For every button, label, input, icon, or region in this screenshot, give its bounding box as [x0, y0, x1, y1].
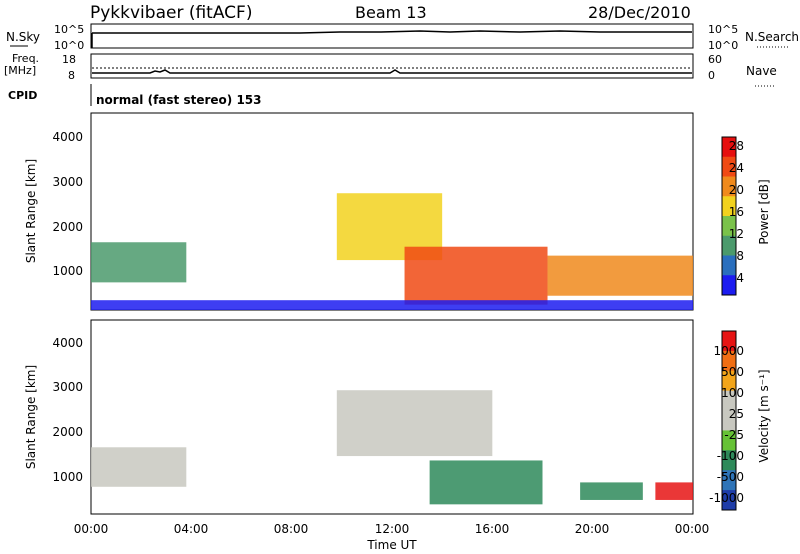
vel-cbar-tick-m100: -100: [717, 449, 744, 463]
power-cbar-seg-7: [722, 275, 736, 296]
power-cbar-tick-4: 4: [736, 271, 744, 285]
xtick-4: 16:00: [475, 522, 510, 536]
power-cbar-tick-24: 24: [729, 161, 744, 175]
power-ytick-1000: 1000: [52, 264, 83, 278]
vel-ylabel: Slant Range [km]: [24, 365, 38, 469]
nsky-tick-top: 10^5: [54, 23, 84, 36]
power-cbar-seg-1: [722, 156, 736, 177]
velocity-cbar-seg-4: [722, 410, 736, 431]
nave-tick-top: 60: [708, 53, 722, 66]
nsky-label: N.Sky: [6, 30, 40, 44]
velocity-region-1: [336, 390, 493, 457]
velocity-region-4: [655, 482, 693, 500]
cpid-label: CPID: [8, 89, 37, 102]
power-ytick-2000: 2000: [52, 220, 83, 234]
velocity-cbar-seg-0: [722, 331, 736, 352]
vel-ytick-4000: 4000: [52, 336, 83, 350]
velocity-data-layer: [91, 390, 693, 505]
power-cbar-tick-8: 8: [736, 249, 744, 263]
velocity-region-2: [429, 460, 543, 505]
vel-cbar-tick-100: 100: [721, 386, 744, 400]
cpid-value: normal (fast stereo) 153: [96, 93, 262, 107]
power-ylabel: Slant Range [km]: [24, 159, 38, 263]
nsky-panel: [90, 23, 694, 49]
vel-ytick-3000: 3000: [52, 380, 83, 394]
freq-trace: [92, 69, 692, 74]
power-cbar-frame: [721, 136, 737, 296]
nsearch-label: N.Search: [745, 30, 799, 44]
velocity-colorbar: [721, 330, 737, 511]
power-cbar-seg-6: [722, 255, 736, 276]
xtick-3: 12:00: [375, 522, 410, 536]
power-region-0: [91, 242, 187, 283]
nsky-tick-bottom: 10^0: [54, 39, 84, 52]
velocity-yaxis: 4000 3000 2000 1000: [52, 336, 83, 484]
vel-cbar-tick-500: 500: [721, 365, 744, 379]
velocity-cbar-seg-1: [722, 350, 736, 372]
power-cbar-label: Power [dB]: [757, 179, 771, 244]
freq-panel: [90, 53, 694, 79]
nsearch-tick-top: 10^5: [708, 23, 738, 36]
power-ytick-3000: 3000: [52, 175, 83, 189]
vel-cbar-ticks: 1000 500 100 25 -25 -100 -500 -1000: [709, 344, 744, 505]
vel-cbar-tick-25: 25: [729, 407, 744, 421]
date-text: 28/Dec/2010: [588, 3, 691, 22]
power-cbar-tick-20: 20: [729, 183, 744, 197]
power-data-layer: [91, 193, 693, 310]
power-cbar-tick-12: 12: [729, 227, 744, 241]
velocity-panel-frame: [90, 319, 694, 515]
power-region-2: [404, 246, 548, 305]
velocity-cbar-frame: [721, 330, 737, 511]
velocity-cbar-seg-6: [722, 450, 736, 471]
freq-tick-top: 18: [62, 53, 76, 66]
power-ytick-4000: 4000: [52, 130, 83, 144]
beam-text: Beam 13: [355, 3, 427, 22]
nave-tick-bottom: 0: [708, 69, 715, 82]
velocity-cbar-seg-7: [722, 470, 736, 491]
power-colorbar: [721, 136, 737, 296]
velocity-cbar-seg-3: [722, 390, 736, 412]
power-cbar-seg-4: [722, 216, 736, 237]
power-region-4: [91, 300, 693, 310]
velocity-region-3: [580, 482, 643, 500]
vel-ytick-1000: 1000: [52, 470, 83, 484]
vel-cbar-tick-1000: 1000: [713, 344, 744, 358]
nsky-trace: [92, 30, 692, 34]
freq-tick-bottom: 8: [68, 69, 75, 82]
xaxis-label: Time UT: [366, 538, 417, 552]
velocity-cbar-seg-5: [722, 430, 736, 451]
xtick-2: 08:00: [274, 522, 309, 536]
xtick-1: 04:00: [174, 522, 209, 536]
vel-ytick-2000: 2000: [52, 425, 83, 439]
power-cbar-ticks: 28 24 20 16 12 8 4: [729, 139, 744, 285]
velocity-cbar-seg-2: [722, 370, 736, 392]
power-cbar-seg-0: [722, 137, 736, 158]
power-cbar-seg-2: [722, 176, 736, 197]
vel-cbar-tick-m25: -25: [724, 428, 744, 442]
xtick-5: 20:00: [575, 522, 610, 536]
power-cbar-seg-3: [722, 196, 736, 217]
vel-cbar-tick-m1000: -1000: [709, 491, 744, 505]
nave-label: Nave: [746, 64, 777, 78]
xtick-0: 00:00: [74, 522, 109, 536]
xtick-6: 00:00: [675, 522, 710, 536]
velocity-cbar-seg-8: [722, 490, 736, 511]
power-cbar-tick-16: 16: [729, 205, 744, 219]
vel-cbar-label: Velocity [m s⁻¹]: [757, 369, 771, 462]
freq-label-1: Freq.: [12, 52, 39, 65]
power-cbar-seg-5: [722, 235, 736, 256]
power-yaxis: 4000 3000 2000 1000: [52, 130, 83, 278]
freq-label-2: [MHz]: [4, 64, 36, 77]
power-cbar-tick-28: 28: [729, 139, 744, 153]
xaxis: 00:00 04:00 08:00 12:00 16:00 20:00 00:0…: [74, 522, 710, 536]
nsearch-tick-bottom: 10^0: [708, 39, 738, 52]
title-text: Pykkvibaer (fitACF): [90, 3, 252, 23]
power-region-3: [547, 255, 693, 296]
vel-cbar-tick-m500: -500: [717, 470, 744, 484]
velocity-region-0: [91, 447, 187, 487]
